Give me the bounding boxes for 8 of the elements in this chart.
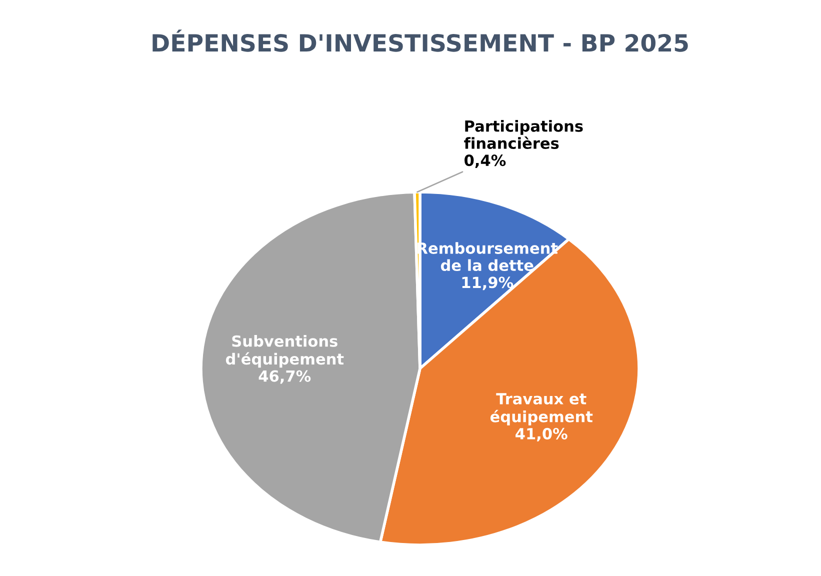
slice-label: Participations financières: [464, 120, 583, 149]
slice-label: Subventions d'équipement: [226, 335, 344, 368]
data-label: 0,4%: [464, 154, 506, 168]
chart-title: DÉPENSES D'INVESTISSEMENT - BP 2025: [152, 30, 688, 52]
data-label: 46,7%: [258, 370, 311, 384]
data-label: 11,9%: [462, 276, 514, 290]
data-label: 41,0%: [516, 428, 568, 442]
slice-label: Travaux et équipement: [490, 393, 593, 426]
